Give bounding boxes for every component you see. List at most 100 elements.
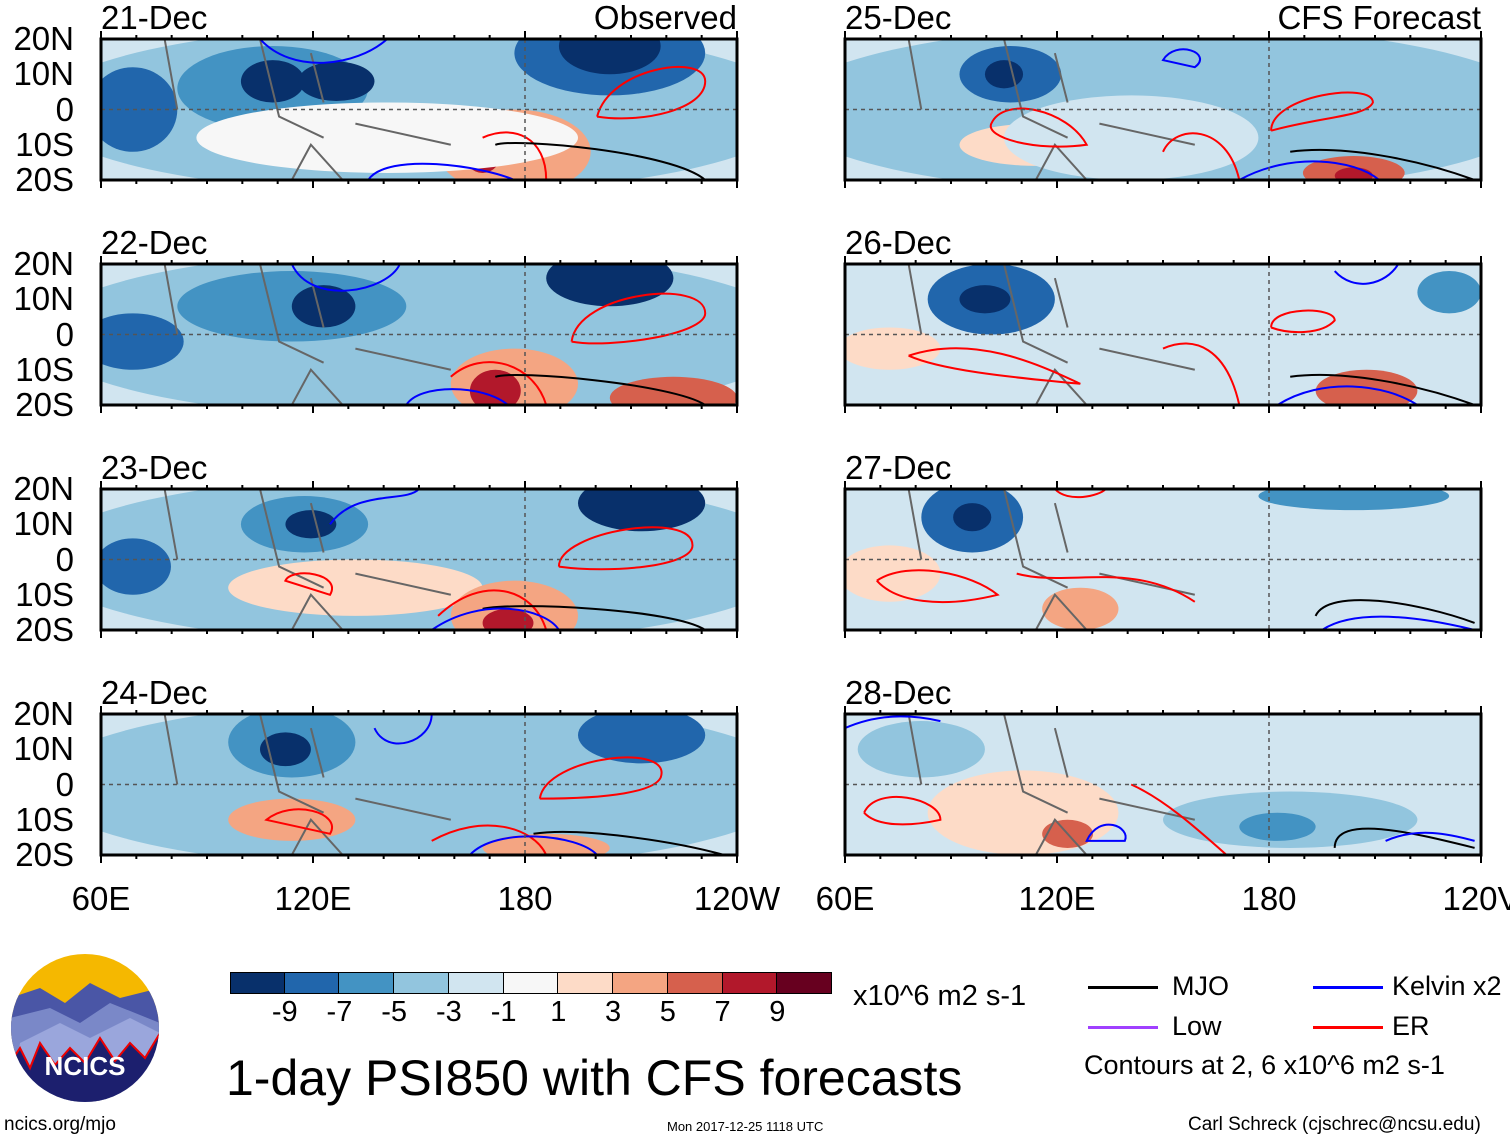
kelvin-contour — [1161, 48, 1202, 69]
map-panel-25-Dec — [843, 31, 1483, 188]
coastline — [163, 264, 452, 405]
psi-anomaly-region — [285, 510, 337, 539]
latitude-label: 0 — [55, 540, 74, 578]
latitude-label: 20N — [13, 695, 74, 732]
map-panel-24-Dec — [99, 706, 739, 863]
panel-date: 21-Dec — [101, 0, 208, 36]
colorbar-swatch — [394, 972, 449, 994]
panel-date: 27-Dec — [845, 449, 952, 486]
colorbar-tick-label: 1 — [550, 996, 567, 1028]
kelvin-contour — [405, 388, 509, 405]
legend-label-low: Low — [1172, 1011, 1222, 1041]
colorbar-swatch — [339, 972, 395, 994]
psi-anomaly-region — [482, 833, 610, 855]
kelvin-contour — [1385, 831, 1475, 842]
longitude-label: 180 — [1241, 880, 1297, 917]
er-contour — [557, 526, 694, 571]
er-contour — [1054, 489, 1107, 499]
psi-anomaly-region — [959, 285, 1011, 314]
mjo-contour — [494, 142, 706, 180]
footer-timestamp: Mon 2017-12-25 1118 UTC — [667, 1119, 824, 1134]
er-contour — [908, 347, 1081, 385]
psi-anomaly-region — [177, 271, 407, 342]
mjo-contour — [1290, 374, 1475, 405]
latitude-label: 20S — [15, 386, 74, 423]
longitude-label: 120E — [1018, 880, 1096, 917]
legend-label-kelvin: Kelvin x2 — [1392, 971, 1502, 1001]
mjo-contour — [1290, 149, 1475, 180]
legend-line-low — [1088, 1026, 1158, 1029]
panel-date: 28-Dec — [845, 674, 952, 711]
panel-source-label: Observed — [593, 0, 737, 36]
panel-date: 22-Dec — [101, 224, 208, 261]
colorbar-swatch — [230, 972, 285, 994]
psi-anomaly-region — [240, 60, 305, 103]
footer-url[interactable]: ncics.org/mjo — [4, 1114, 116, 1135]
er-contour — [482, 131, 548, 180]
kelvin-contour — [845, 715, 941, 730]
kelvin-contour — [1321, 615, 1475, 630]
latitude-label: 10N — [13, 505, 74, 543]
figure-title: 1-day PSI850 with CFS forecasts — [226, 1050, 963, 1106]
panel-date: 26-Dec — [845, 224, 952, 261]
coastline — [163, 489, 452, 630]
panel-date: 23-Dec — [101, 449, 208, 486]
colorbar-tick-label: 7 — [714, 996, 731, 1028]
kelvin-contour — [1085, 823, 1127, 842]
kelvin-contour — [469, 835, 598, 855]
mjo-contour — [482, 605, 706, 630]
colorbar-swatch — [777, 972, 832, 994]
er-contour — [1270, 91, 1374, 132]
coastline — [907, 714, 1196, 855]
psi-anomaly-region — [1239, 812, 1316, 841]
psi-anomaly-region — [298, 61, 375, 102]
psi-anomaly-region — [953, 503, 992, 532]
er-contour — [1162, 132, 1241, 180]
er-contour — [431, 824, 548, 855]
er-contour — [1130, 783, 1228, 855]
logo-text: NCICS — [45, 1051, 126, 1081]
map-panel-23-Dec — [99, 481, 739, 638]
colorbar-swatch — [722, 972, 778, 994]
latitude-label: 20S — [15, 611, 74, 648]
mjo-contour — [494, 374, 706, 405]
latitude-label: 10S — [15, 800, 74, 838]
latitude-label: 20N — [13, 470, 74, 507]
map-panel-26-Dec — [843, 256, 1483, 413]
colorbar-tick-label: 9 — [769, 996, 786, 1028]
colorbar-swatch — [558, 972, 614, 994]
psi-anomaly-region — [546, 264, 674, 307]
map-panel-28-Dec — [843, 706, 1483, 863]
psi-anomaly-region — [1042, 587, 1119, 630]
colorbar-tick-label: 5 — [659, 996, 676, 1028]
kelvin-contour — [259, 39, 388, 64]
psi-anomaly-region — [558, 39, 661, 75]
longitude-label: 60E — [815, 880, 875, 917]
legend-label-er: ER — [1392, 1011, 1430, 1041]
colorbar-tick-label: -3 — [436, 996, 462, 1028]
colorbar-tick-label: -5 — [381, 996, 408, 1028]
er-contour — [570, 292, 707, 345]
kelvin-contour — [1238, 160, 1380, 180]
psi-anomaly-region — [578, 714, 706, 764]
legend-line-kelvin — [1313, 986, 1383, 989]
colorbar-units: x10^6 m2 s-1 — [853, 980, 1027, 1012]
latitude-label: 10N — [13, 280, 74, 318]
psi-anomaly-region — [101, 538, 171, 595]
latitude-label: 10S — [15, 350, 74, 388]
ncics-logo: NCICS — [11, 954, 159, 1102]
longitude-label: 120E — [274, 880, 352, 917]
kelvin-contour — [431, 607, 560, 630]
latitude-label: 20N — [13, 245, 74, 282]
psi-anomaly-region — [984, 60, 1024, 89]
er-contour — [284, 572, 333, 596]
contour-note: Contours at 2, 6 x10^6 m2 s-1 — [1084, 1050, 1445, 1080]
psi-anomaly-region — [578, 489, 706, 532]
latitude-label: 10N — [13, 55, 74, 93]
kelvin-contour — [367, 162, 515, 180]
psi-anomaly-region — [482, 608, 534, 630]
psi-anomaly-region — [196, 102, 578, 173]
latitude-label: 0 — [55, 315, 74, 353]
psi-anomaly-region — [857, 721, 985, 778]
latitude-label: 10N — [13, 730, 74, 768]
